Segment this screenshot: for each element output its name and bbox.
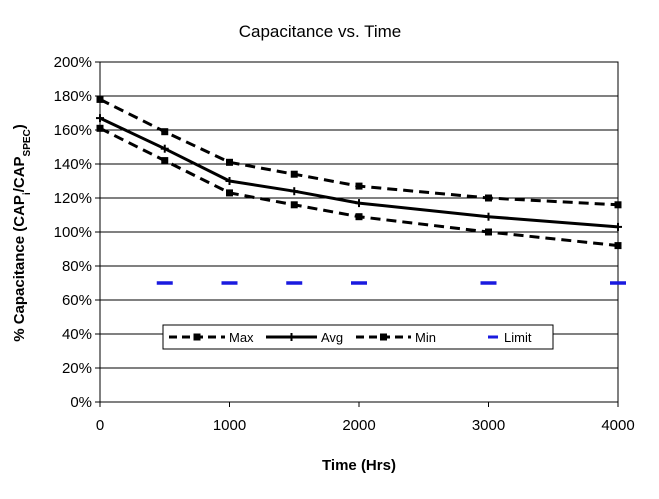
point-max [614, 201, 622, 209]
y-tick-label: 120% [54, 190, 92, 207]
y-tick-label: 160% [54, 122, 92, 139]
x-tick-label: 0 [96, 417, 104, 434]
legend-marker-max [193, 333, 201, 341]
y-tick-label: 140% [54, 156, 92, 173]
point-max [290, 170, 298, 178]
y-axis-label-prefix: % Capacitance (CAP [11, 195, 28, 342]
y-tick-label: 40% [62, 326, 92, 343]
y-axis-label-middle: /CAP [11, 156, 28, 192]
chart-title: Capacitance vs. Time [239, 22, 402, 41]
y-axis-label: % Capacitance (CAPi/CAPSPEC) [11, 124, 33, 342]
y-tick-label: 20% [62, 360, 92, 377]
x-tick-label: 1000 [213, 417, 246, 434]
legend-label-max: Max [229, 330, 254, 345]
y-tick-label: 200% [54, 54, 92, 71]
y-tick-label: 0% [70, 394, 92, 411]
point-max [485, 194, 492, 202]
y-axis-label-sub2: SPEC [22, 129, 33, 156]
y-axis-label-sub1: i [22, 192, 33, 195]
plot-area: 0% 20% 40% 60% 80% 100% 120% 140% 160% 180% 200% 0 1… [54, 54, 635, 434]
x-tick-label: 4000 [601, 417, 634, 434]
legend-label-avg: Avg [321, 330, 343, 345]
point-min [226, 189, 233, 197]
point-max [96, 95, 104, 103]
point-min [96, 124, 104, 132]
point-min [161, 157, 169, 165]
x-tick-label: 2000 [342, 417, 375, 434]
x-axis-label: Time (Hrs) [322, 457, 396, 474]
point-min [355, 213, 363, 221]
y-tick-label: 60% [62, 292, 92, 309]
y-axis-label-suffix: ) [11, 124, 28, 129]
y-tick-label: 80% [62, 258, 92, 275]
legend-label-min: Min [415, 330, 436, 345]
point-min [614, 242, 622, 250]
point-min [485, 228, 492, 236]
legend-marker-min [380, 333, 387, 341]
point-max [355, 182, 363, 190]
legend: Max Avg Min Limit [162, 324, 554, 350]
point-max [226, 158, 233, 166]
x-tick-label: 3000 [472, 417, 505, 434]
point-max [161, 128, 169, 136]
point-min [290, 201, 298, 209]
legend-label-limit: Limit [504, 330, 532, 345]
y-tick-label: 180% [54, 88, 92, 105]
y-tick-label: 100% [54, 224, 92, 241]
